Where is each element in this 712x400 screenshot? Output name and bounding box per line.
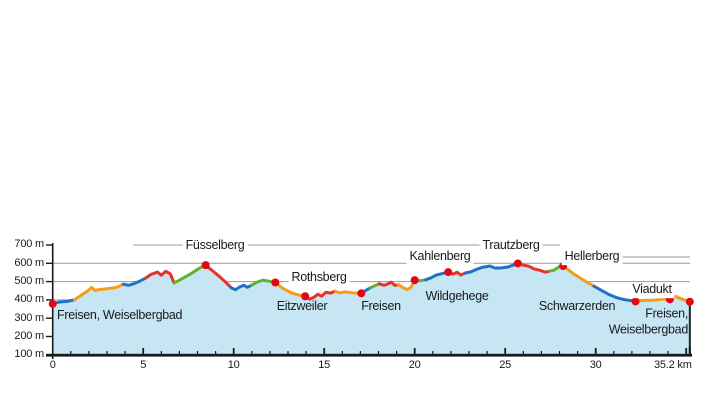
trail-segment-green-7 [250,278,277,287]
waypoint-label-10: Viadukt [629,282,675,298]
waypoint-label-2: Rothsberg [288,270,350,286]
waypoint-dot-2 [271,278,280,287]
elevation-area-fill [52,263,690,355]
waypoint-dot-11 [685,297,694,306]
trail-segment-blue-2 [121,276,148,287]
x-tick-label-0: 0 [49,359,56,371]
y-tick-label-300: 300 m [14,311,44,324]
trail-segment-red-9 [303,289,337,301]
waypoint-label-1: Füsselberg [182,238,248,254]
trail-segment-orange-10 [333,289,363,295]
trail-segment-blue-23 [592,284,637,303]
x-axis-line [46,353,692,357]
waypoint-label-4: Freisen [361,299,401,314]
waypoint-label-11: Freisen, Weiselbergbad [608,306,689,336]
x-tick-label-5: 5 [140,359,147,371]
y-tick-label-600: 600 m [14,256,44,269]
y-tick-label-100: 100 m [14,348,44,361]
trail-segment-blue-18 [463,262,520,275]
trail-segment-orange-1 [72,282,125,302]
waypoint-label-8: Hellerberg [561,249,623,265]
y-tick-label-700: 700 m [14,238,44,251]
x-tick-label-35.2: 35.2 km [653,359,692,371]
waypoint-label-0: Freisen, Weiselbergbad [57,308,183,323]
trail-segment-red-3 [144,269,176,285]
trail-segment-orange-8 [273,281,307,298]
y-tick-label-200: 200 m [14,329,44,342]
x-tick-label-30: 30 [589,359,602,371]
waypoint-label-9: Schwarzerden [538,299,616,314]
trail-segment-orange-14 [396,278,417,291]
trail-segment-red-5 [204,263,233,290]
waypoint-label-3: Eitzweiler [276,299,328,314]
trail-segment-blue-16 [424,270,450,282]
waypoint-label-6: Wildgehege [425,289,489,304]
trail-segment-red-13 [377,280,400,287]
x-tick-label-20: 20 [408,359,421,371]
waypoint-dot-1 [201,261,210,270]
trail-segment-orange-22 [561,264,596,288]
y-tick-label-500: 500 m [14,275,44,288]
trail-segment-green-12 [368,282,381,290]
x-tick-label-10: 10 [227,359,240,371]
waypoint-label-7: Trautzberg [479,238,543,254]
x-tick-label-15: 15 [318,359,331,371]
waypoint-dot-9 [631,297,640,306]
y-tick-label-400: 400 m [14,293,44,306]
waypoint-dot-3 [301,292,310,301]
waypoint-dot-5 [410,276,419,285]
waypoint-dot-4 [357,289,366,298]
waypoint-dot-0 [48,299,57,308]
trail-segment-red-20 [521,263,551,274]
waypoint-dot-6 [444,268,453,277]
trail-segment-green-4 [172,263,208,285]
x-tick-label-25: 25 [499,359,512,371]
trail-segment-blue-6 [229,283,254,292]
waypoint-dot-7 [513,259,522,268]
waypoint-label-5: Kahlenberg [406,249,474,265]
